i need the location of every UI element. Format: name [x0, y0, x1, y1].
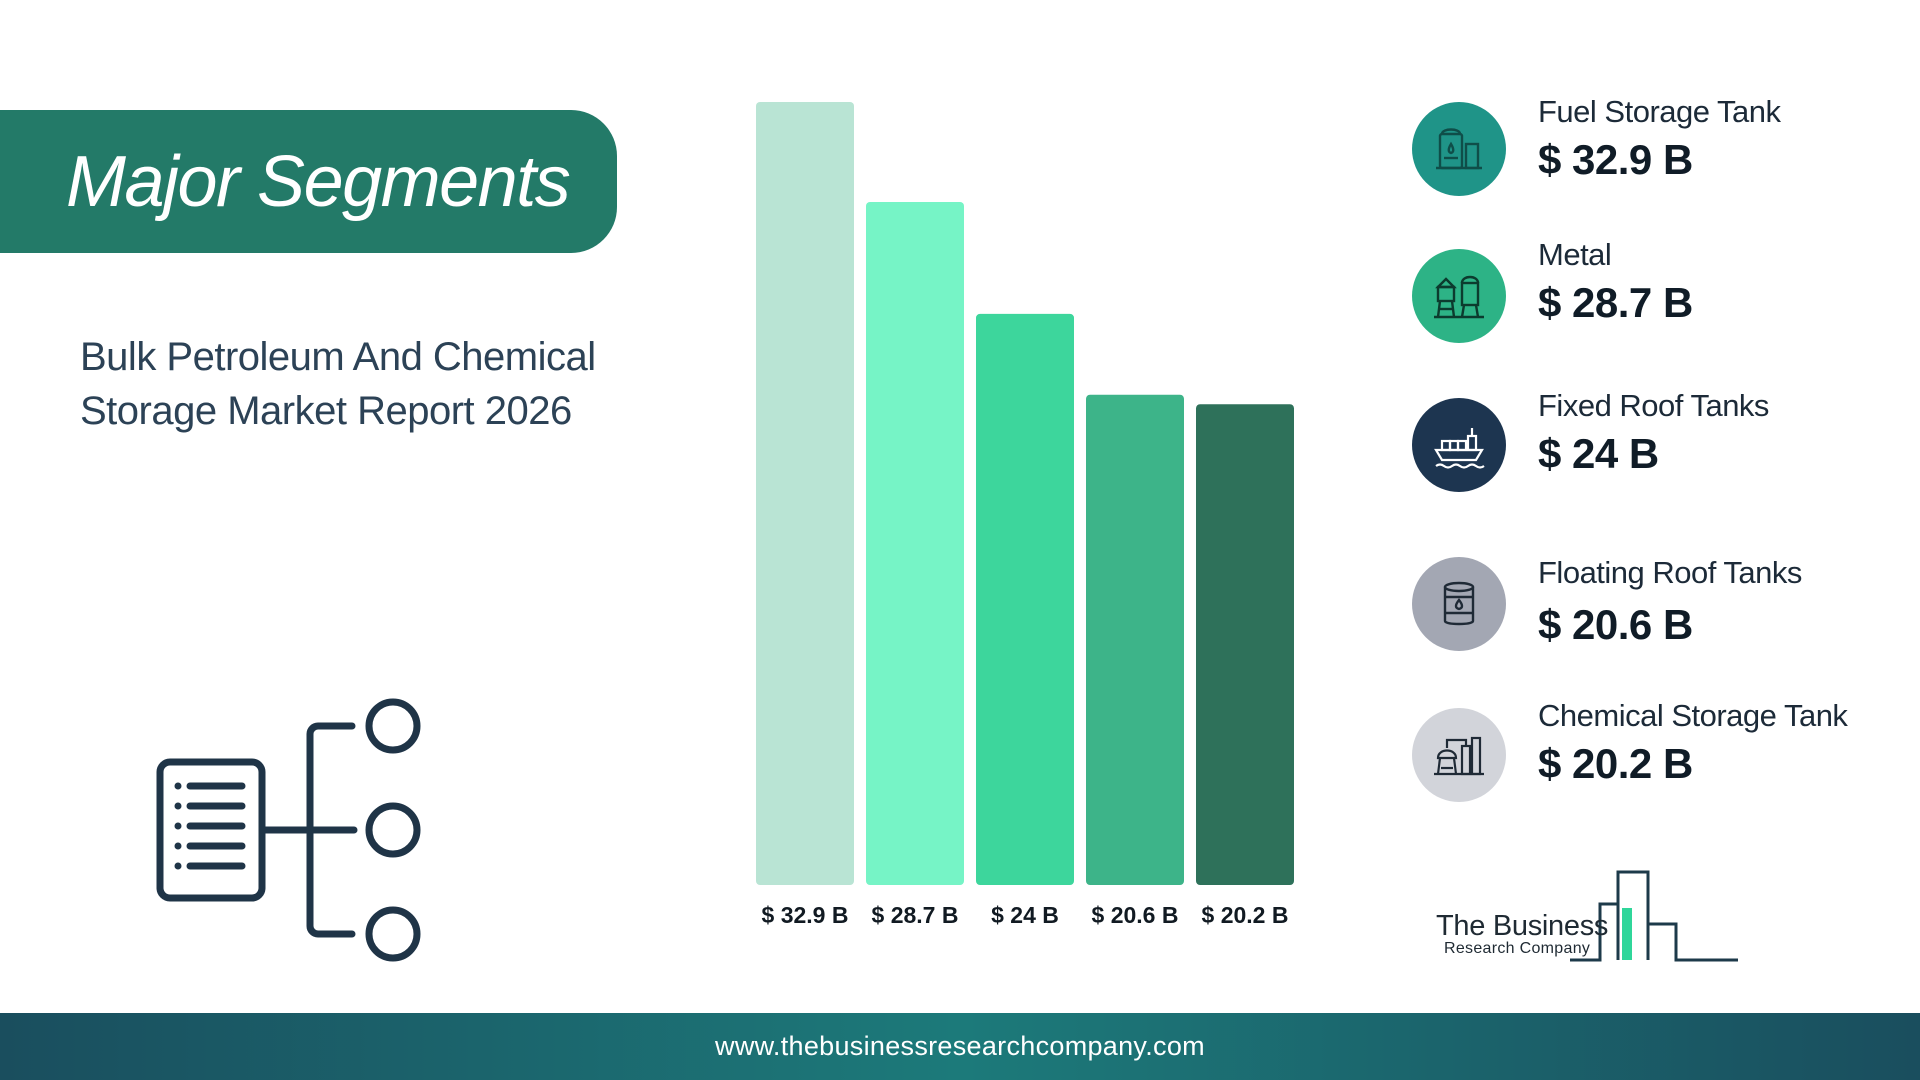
- footer: www.thebusinessresearchcompany.com: [0, 1013, 1920, 1080]
- segments-tree-icon: [156, 698, 421, 962]
- legend-item-fixed-roof-tanks: Fixed Roof Tanks $ 24 B: [1410, 388, 1910, 492]
- bar-1: [756, 102, 854, 885]
- logo-graphic: [1570, 870, 1738, 962]
- chemical-plant-icon: [1412, 708, 1506, 802]
- page-title: Major Segments: [66, 141, 571, 222]
- oil-barrel-icon: [1412, 557, 1506, 651]
- footer-url[interactable]: www.thebusinessresearchcompany.com: [715, 1031, 1205, 1061]
- legend-value: $ 20.2 B: [1538, 740, 1693, 787]
- report-title-line1: Bulk Petroleum And Chemical: [80, 335, 596, 379]
- legend-name: Metal: [1538, 237, 1612, 272]
- legend: Fuel Storage Tank $ 32.9 B Metal $ 28.7 …: [1410, 0, 1910, 1080]
- report-title: Bulk Petroleum And Chemical Storage Mark…: [80, 330, 640, 438]
- cargo-ship-icon: [1412, 398, 1506, 492]
- bar-value-label: $ 20.2 B: [1202, 902, 1289, 928]
- logo-line2: Research Company: [1444, 940, 1591, 957]
- legend-item-floating-roof-tanks: Floating Roof Tanks $ 20.6 B: [1410, 555, 1910, 655]
- legend-name: Fuel Storage Tank: [1538, 94, 1781, 129]
- bar-value-label: $ 28.7 B: [872, 902, 959, 928]
- legend-value: $ 32.9 B: [1538, 136, 1693, 183]
- legend-item-fuel-storage-tank: Fuel Storage Tank $ 32.9 B: [1410, 94, 1910, 196]
- bar-value-label: $ 24 B: [991, 902, 1059, 928]
- logo-line1: The Business: [1436, 910, 1609, 942]
- legend-item-metal: Metal $ 28.7 B: [1410, 237, 1910, 343]
- report-title-line2: Storage Market Report 2026: [80, 389, 572, 433]
- legend-value: $ 20.6 B: [1538, 601, 1693, 648]
- fuel-tank-icon: [1412, 102, 1506, 196]
- bar-5: [1196, 404, 1294, 885]
- bar-chart: $ 32.9 B $ 28.7 B $ 24 B $ 20.6 B $ 20.2 B: [756, 102, 1294, 928]
- bar-value-label: $ 32.9 B: [762, 902, 849, 928]
- company-logo: The Business Research Company: [1430, 868, 1750, 968]
- bar-2: [866, 201, 964, 885]
- legend-name: Fixed Roof Tanks: [1538, 388, 1769, 423]
- title-banner: Major Segments: [0, 110, 617, 253]
- legend-name: Chemical Storage Tank: [1538, 698, 1848, 733]
- silo-icon: [1412, 249, 1506, 343]
- legend-value: $ 28.7 B: [1538, 279, 1693, 326]
- bar-4: [1086, 394, 1184, 885]
- legend-item-chemical-storage-tank: Chemical Storage Tank $ 20.2 B: [1410, 698, 1910, 802]
- bar-value-label: $ 20.6 B: [1092, 902, 1179, 928]
- legend-value: $ 24 B: [1538, 430, 1659, 477]
- bar-3: [976, 313, 1074, 885]
- legend-name: Floating Roof Tanks: [1538, 555, 1802, 590]
